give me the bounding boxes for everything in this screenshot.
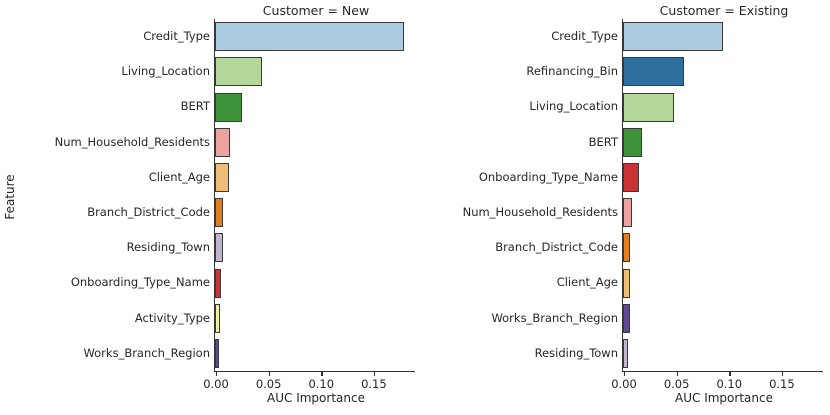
bar-client_age bbox=[623, 268, 630, 298]
category-label-credit_type: Credit_Type bbox=[143, 29, 210, 43]
category-label-num_household_residents: Num_Household_Residents bbox=[462, 205, 618, 219]
right-x-axis-label: AUC Importance bbox=[675, 391, 773, 405]
bar-living_location bbox=[215, 57, 263, 87]
x-tick-mark bbox=[373, 372, 376, 376]
category-label-branch_district_code: Branch_District_Code bbox=[495, 240, 618, 255]
bar-onboarding_type_name bbox=[623, 162, 639, 192]
left-x-axis-ticks: 0.00 0.05 0.10 0.15 bbox=[203, 372, 416, 396]
category-label-activity_type: Activity_Type bbox=[134, 310, 210, 325]
right-plot-area bbox=[622, 19, 823, 372]
bar-works_branch_region bbox=[215, 338, 220, 368]
category-label-bert: BERT bbox=[180, 99, 210, 114]
bar-onboarding_type_name bbox=[215, 268, 222, 298]
x-tick-mark bbox=[729, 372, 731, 376]
category-label-credit_type: Credit_Type bbox=[551, 29, 618, 43]
bar-bert bbox=[215, 92, 243, 122]
left-category-labels: Credit_Type Living_Location BERT Num_Househ… bbox=[0, 19, 210, 371]
bar-works_branch_region bbox=[623, 303, 630, 333]
bar-residing_town bbox=[215, 233, 223, 263]
category-label-works_branch_region: Works_Branch_Region bbox=[83, 345, 210, 360]
x-tick-label: 0.15 bbox=[361, 377, 387, 391]
left-plot-area bbox=[214, 19, 415, 372]
category-label-branch_district_code: Branch_District_Code bbox=[87, 205, 210, 219]
category-label-onboarding_type_name: Onboarding_Type_Name bbox=[70, 275, 210, 290]
x-tick-label: 0.00 bbox=[203, 377, 229, 391]
category-label-living_location: Living_Location bbox=[121, 64, 210, 79]
x-tick-mark bbox=[676, 372, 679, 376]
x-tick-mark bbox=[624, 372, 626, 376]
category-label-onboarding_type_name: Onboarding_Type_Name bbox=[478, 169, 618, 184]
x-tick-label: 0.00 bbox=[611, 377, 637, 391]
category-label-client_age: Client_Age bbox=[148, 169, 210, 184]
left-x-axis-label: AUC Importance bbox=[267, 391, 365, 405]
bar-credit_type bbox=[623, 22, 723, 52]
bar-branch_district_code bbox=[623, 233, 631, 263]
right-category-labels: Credit_Type Refinancing_Bin Living_Locatio… bbox=[408, 19, 618, 371]
bar-num_household_residents bbox=[215, 127, 230, 157]
x-tick-mark bbox=[781, 372, 784, 376]
bar-branch_district_code bbox=[215, 198, 223, 228]
category-label-bert: BERT bbox=[588, 134, 618, 149]
x-tick-label: 0.15 bbox=[769, 377, 795, 391]
category-label-works_branch_region: Works_Branch_Region bbox=[491, 310, 618, 325]
bar-refinancing_bin bbox=[623, 57, 684, 87]
bar-client_age bbox=[215, 162, 229, 192]
bar-residing_town bbox=[623, 338, 628, 368]
x-tick-label: 0.10 bbox=[716, 377, 743, 391]
right-x-axis-ticks: 0.00 0.05 0.10 0.15 bbox=[611, 372, 824, 396]
x-tick-mark bbox=[216, 372, 218, 376]
category-label-living_location: Living_Location bbox=[529, 99, 618, 114]
bar-bert bbox=[623, 127, 642, 157]
bar-activity_type bbox=[215, 303, 221, 333]
category-label-num_household_residents: Num_Household_Residents bbox=[54, 134, 210, 149]
category-label-client_age: Client_Age bbox=[556, 275, 618, 290]
x-tick-mark bbox=[321, 372, 323, 376]
x-tick-label: 0.10 bbox=[308, 377, 335, 391]
bar-living_location bbox=[623, 92, 675, 122]
category-label-residing_town: Residing_Town bbox=[126, 240, 210, 255]
x-tick-label: 0.05 bbox=[255, 377, 282, 391]
category-label-residing_town: Residing_Town bbox=[534, 345, 618, 360]
category-label-refinancing_bin: Refinancing_Bin bbox=[526, 64, 618, 79]
left-panel-title: Customer = New bbox=[262, 3, 370, 18]
x-tick-mark bbox=[268, 372, 271, 376]
bar-credit_type bbox=[215, 22, 405, 52]
x-tick-label: 0.05 bbox=[663, 377, 690, 391]
right-panel-title: Customer = Existing bbox=[659, 3, 789, 18]
bar-num_household_residents bbox=[623, 198, 632, 228]
